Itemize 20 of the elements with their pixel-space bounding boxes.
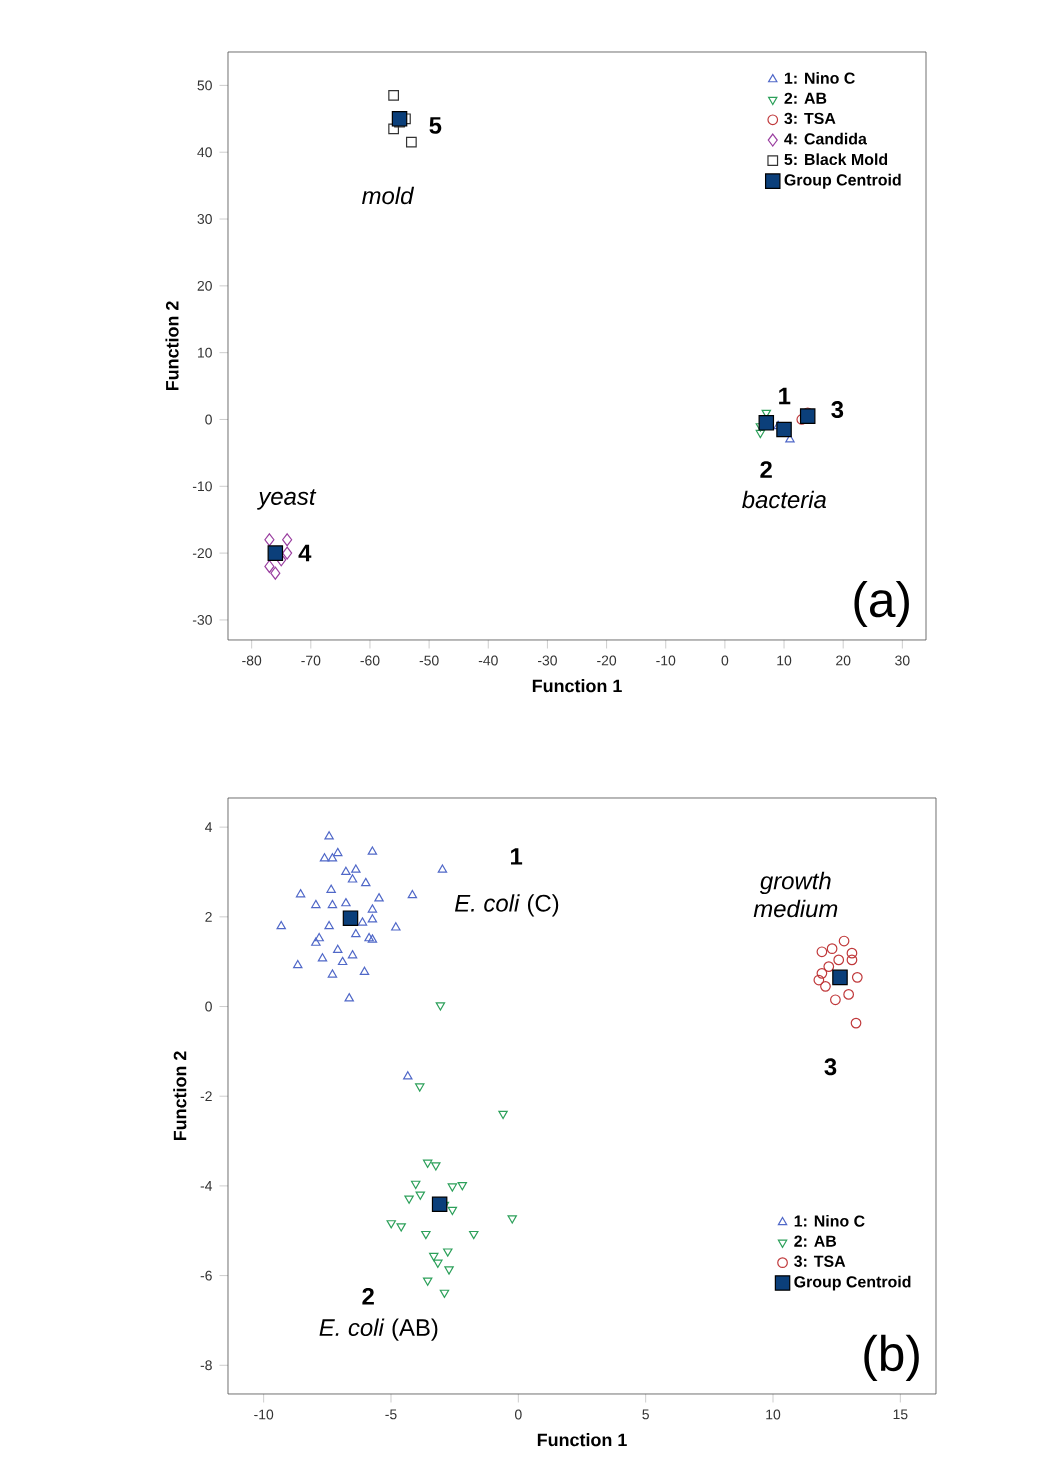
annotation: E. coli (C) (454, 894, 559, 917)
x-axis-title: Function 1 (537, 1433, 627, 1447)
annotation: 5 (429, 117, 442, 134)
annotation: mold (362, 186, 415, 205)
x-axis-title: Function 1 (532, 679, 622, 693)
annotation: bacteria (742, 490, 826, 509)
annotation: 1 (779, 387, 791, 405)
annotation: 4 (298, 544, 312, 562)
annotation: E. coli (AB) (319, 1318, 438, 1341)
y-axis-title: Function 2 (165, 301, 179, 391)
annotation: (a) (854, 580, 909, 628)
annotation: 3 (831, 401, 844, 418)
annotation: yeast (257, 489, 317, 510)
y-axis-title: Function 2 (173, 1051, 187, 1141)
annotation: 2 (760, 461, 772, 478)
annotation: 3 (824, 1058, 837, 1076)
annotation: (b) (864, 1334, 919, 1381)
annotation: growth medium (753, 871, 838, 918)
annotation: 1 (511, 848, 523, 865)
annotation: 2 (362, 1287, 374, 1305)
